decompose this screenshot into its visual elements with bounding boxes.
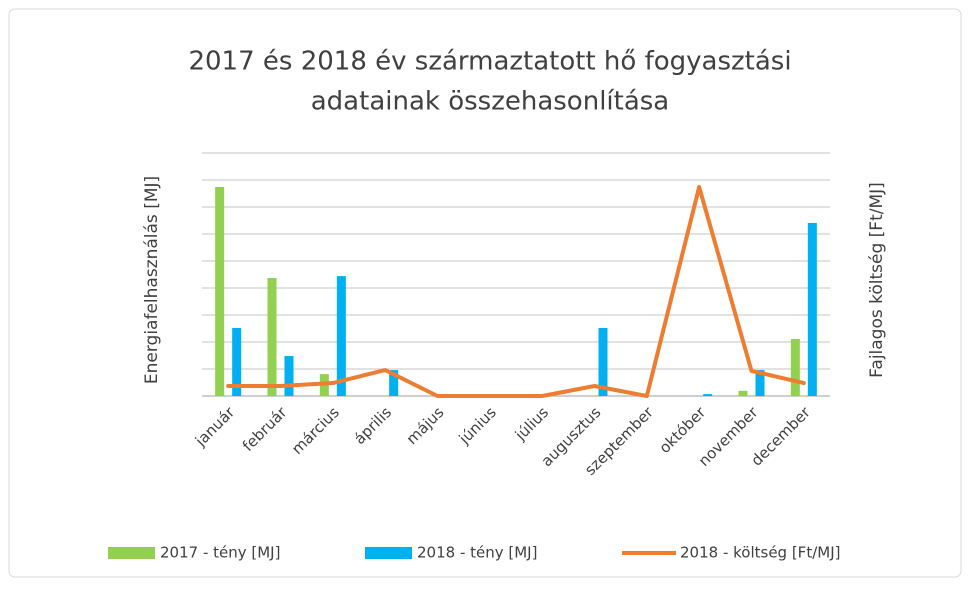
bar [755, 370, 765, 396]
chart-border [8, 8, 962, 578]
bar [738, 390, 748, 396]
legend-swatch [365, 547, 412, 559]
bar [790, 339, 800, 396]
legend-swatch [108, 547, 155, 559]
bar [336, 276, 346, 396]
bar [215, 187, 225, 396]
legend-label: 2017 - tény [MJ] [160, 544, 280, 562]
bar [232, 327, 242, 396]
line [226, 185, 806, 398]
bar [703, 394, 713, 396]
y2-axis-label: Fajlagos költség [Ft/MJ] [867, 182, 887, 378]
y-axis-label: Energiafelhasználás [MJ] [142, 176, 162, 384]
chart-title: 2017 és 2018 év származtatott hő fogyasz… [188, 47, 791, 77]
bar [598, 327, 608, 396]
chart-title: adatainak összehasonlítása [311, 87, 670, 117]
bar [284, 356, 294, 396]
legend-label: 2018 - költség [Ft/MJ] [680, 544, 840, 562]
bar [267, 278, 277, 396]
legend-label: 2018 - tény [MJ] [417, 544, 537, 562]
bar [807, 222, 817, 396]
bar [389, 370, 399, 396]
